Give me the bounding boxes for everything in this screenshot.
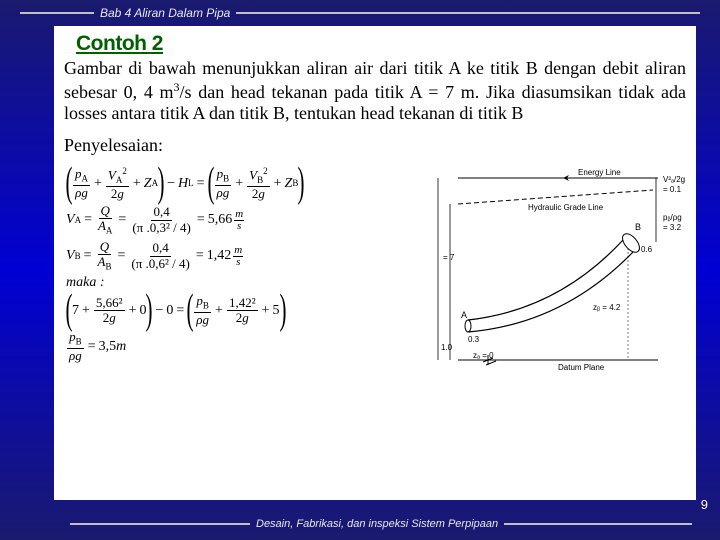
equations: ( pAρg + VA22g +ZA ) −HL= ( pBρg + VB22g… bbox=[64, 160, 424, 392]
da-label: 0.3 bbox=[468, 335, 480, 344]
result-equation: pBρg =3,5m bbox=[66, 330, 422, 363]
point-b-label: B bbox=[635, 222, 641, 232]
page-number: 9 bbox=[701, 497, 708, 512]
pipe-diagram: Energy Line Hydraulic Grade Line V²ₐ/2g … bbox=[428, 160, 686, 392]
footer-text: Desain, Fabrikasi, dan inspeksi Sistem P… bbox=[250, 518, 504, 530]
zb-label: zᵦ = 4.2 bbox=[593, 303, 621, 312]
hgl-label: Hydraulic Grade Line bbox=[528, 203, 604, 212]
footer-rule-left bbox=[70, 523, 250, 525]
example-title: Contoh 2 bbox=[76, 32, 686, 56]
footer-rule-right bbox=[504, 523, 692, 525]
diagram-svg: Energy Line Hydraulic Grade Line V²ₐ/2g … bbox=[428, 160, 686, 390]
db-label: 0.6 bbox=[641, 245, 653, 254]
pb-val: = 3.2 bbox=[663, 223, 682, 232]
header-bar: Bab 4 Aliran Dalam Pipa bbox=[0, 0, 720, 24]
datum-label: Datum Plane bbox=[558, 363, 605, 372]
slide-content: Contoh 2 Gambar di bawah menunjukkan ali… bbox=[54, 26, 696, 500]
chapter-label: Bab 4 Aliran Dalam Pipa bbox=[94, 6, 236, 20]
ten-label: 1.0 bbox=[441, 343, 453, 352]
solution-label: Penyelesaian: bbox=[64, 135, 686, 156]
problem-text: Gambar di bawah menunjukkan aliran air d… bbox=[64, 58, 686, 125]
maka-label: maka : bbox=[66, 276, 422, 290]
substitution-equation: ( 7+ 5,66²2g +0 ) −0= ( pBρg + 1,42²2g +… bbox=[66, 294, 422, 327]
energy-line-label: Energy Line bbox=[578, 168, 621, 177]
velocity-b-equation: VB= QAB = 0,4(π .0,6² / 4) =1,42 ms bbox=[66, 240, 422, 273]
body-row: ( pAρg + VA22g +ZA ) −HL= ( pBρg + VB22g… bbox=[64, 160, 686, 392]
mag-label: = 1.63 bbox=[428, 260, 430, 280]
point-a-label: A bbox=[461, 310, 467, 320]
pb-label: pᵦ/ρg bbox=[663, 213, 682, 222]
header-rule-right bbox=[236, 12, 700, 14]
pa-label: = 7 bbox=[443, 253, 455, 262]
bernoulli-equation: ( pAρg + VA22g +ZA ) −HL= ( pBρg + VB22g… bbox=[66, 167, 422, 201]
va2g-label: V²ₐ/2g bbox=[663, 175, 685, 184]
header-rule-left bbox=[20, 12, 94, 14]
velocity-a-equation: VA= QAA = 0,4(π .0,3² / 4) =5,66 ms bbox=[66, 204, 422, 237]
va2g-val: = 0.1 bbox=[663, 185, 682, 194]
footer-bar: Desain, Fabrikasi, dan inspeksi Sistem P… bbox=[0, 518, 720, 530]
